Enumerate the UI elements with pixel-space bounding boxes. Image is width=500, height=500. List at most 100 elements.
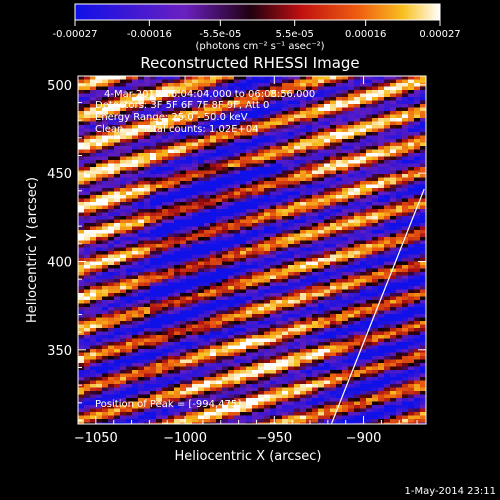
heatmap-cell (354, 121, 361, 126)
heatmap-cell (336, 128, 343, 133)
heatmap-cell (300, 310, 307, 315)
heatmap-cell (162, 216, 169, 220)
heatmap-cell (414, 324, 421, 329)
heatmap-cell (378, 198, 385, 203)
heatmap-cell (216, 142, 223, 147)
heatmap-cell (390, 209, 397, 213)
heatmap-cell (252, 100, 259, 105)
heatmap-cell (420, 76, 426, 80)
heatmap-cell (270, 279, 277, 283)
heatmap-cell (372, 177, 379, 182)
heatmap-cell (258, 188, 265, 192)
heatmap-cell (222, 128, 229, 133)
heatmap-cell (252, 181, 259, 185)
heatmap-cell (108, 373, 115, 378)
heatmap-cell (78, 265, 85, 269)
heatmap-cell (312, 76, 319, 80)
heatmap-cell (162, 307, 169, 311)
heatmap-cell (396, 209, 403, 213)
heatmap-cell (168, 254, 175, 259)
heatmap-cell (90, 254, 97, 259)
heatmap-cell (150, 86, 157, 91)
heatmap-cell (210, 177, 217, 182)
heatmap-cell (186, 275, 193, 280)
heatmap-cell (90, 282, 97, 287)
heatmap-cell (294, 279, 301, 283)
heatmap-cell (198, 317, 205, 322)
heatmap-cell (270, 191, 277, 196)
heatmap-cell (180, 160, 187, 164)
heatmap-cell (150, 370, 157, 374)
heatmap-cell (408, 328, 415, 332)
heatmap-cell (312, 202, 319, 206)
heatmap-cell (306, 153, 313, 157)
heatmap-cell (174, 293, 181, 297)
heatmap-cell (342, 240, 349, 245)
heatmap-cell (186, 247, 193, 252)
heatmap-cell (300, 240, 307, 245)
heatmap-cell (132, 100, 139, 105)
heatmap-cell (102, 272, 109, 276)
heatmap-cell (84, 139, 91, 143)
heatmap-cell (294, 195, 301, 199)
heatmap-cell (114, 366, 121, 371)
heatmap-cell (192, 373, 199, 378)
heatmap-cell (408, 342, 415, 346)
heatmap-cell (246, 230, 253, 234)
heatmap-cell (414, 240, 421, 245)
heatmap-cell (372, 97, 379, 101)
heatmap-cell (78, 331, 85, 336)
heatmap-cell (408, 286, 415, 290)
heatmap-cell (384, 258, 391, 262)
heatmap-cell (330, 300, 337, 304)
heatmap-cell (174, 321, 181, 325)
heatmap-cell (156, 279, 163, 283)
heatmap-cell (276, 328, 283, 332)
heatmap-cell (354, 149, 361, 154)
heatmap-cell (126, 272, 133, 276)
heatmap-cell (300, 93, 307, 98)
heatmap-cell (90, 153, 97, 157)
heatmap-cell (312, 230, 319, 234)
heatmap-cell (408, 230, 415, 234)
heatmap-cell (264, 286, 271, 290)
heatmap-cell (270, 328, 277, 332)
heatmap-cell (102, 125, 109, 129)
heatmap-cell (378, 286, 385, 290)
heatmap-cell (348, 370, 355, 374)
heatmap-cell (144, 247, 151, 252)
heatmap-cell (216, 104, 223, 108)
heatmap-cell (264, 209, 271, 213)
heatmap-cell (276, 373, 283, 378)
heatmap-cell (228, 107, 235, 112)
heatmap-cell (342, 107, 349, 112)
heatmap-cell (108, 261, 115, 266)
heatmap-cell (390, 300, 397, 304)
heatmap-cell (114, 233, 121, 238)
heatmap-cell (150, 174, 157, 178)
heatmap-cell (138, 352, 145, 357)
heatmap-cell (372, 118, 379, 122)
heatmap-cell (252, 163, 259, 168)
heatmap-cell (288, 195, 295, 199)
heatmap-cell (126, 219, 133, 224)
heatmap-cell (342, 142, 349, 147)
heatmap-cell (228, 338, 235, 343)
heatmap-cell (198, 324, 205, 329)
heatmap-cell (270, 272, 277, 276)
heatmap-cell (192, 76, 199, 80)
heatmap-cell (378, 352, 385, 357)
heatmap-cell (78, 142, 85, 147)
heatmap-cell (300, 212, 307, 217)
heatmap-cell (348, 251, 355, 255)
heatmap-cell (114, 293, 121, 297)
heatmap-cell (216, 181, 223, 185)
heatmap-cell (102, 181, 109, 185)
heatmap-cell (210, 233, 217, 238)
heatmap-cell (234, 244, 241, 248)
heatmap-cell (144, 212, 151, 217)
heatmap-cell (210, 307, 217, 311)
heatmap-cell (114, 251, 121, 255)
heatmap-cell (78, 335, 85, 339)
heatmap-cell (108, 111, 115, 115)
